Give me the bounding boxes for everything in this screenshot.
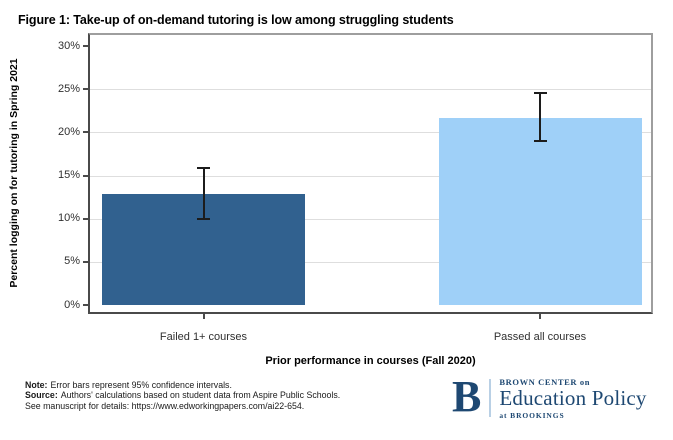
error-bar-line-1 <box>539 92 541 141</box>
logo-main-line: Education Policy <box>499 386 647 410</box>
logo-bottom-line: at BROOKINGS <box>499 411 565 420</box>
y-axis-title: Percent logging on for tutoring in Sprin… <box>8 58 20 288</box>
gridline-20pct <box>90 132 651 134</box>
error-bar-cap-low-0 <box>197 217 210 220</box>
brookings-logo: B BROWN CENTER on Education Policy at BR… <box>452 372 647 421</box>
logo-divider <box>489 379 492 417</box>
figure-title: Figure 1: Take-up of on-demand tutoring … <box>18 13 454 27</box>
error-bar-line-0 <box>202 167 205 219</box>
x-tick-label-1: Passed all courses <box>493 331 587 343</box>
x-axis-title: Prior performance in courses (Fall 2020) <box>265 355 476 367</box>
x-tick-label-0: Failed 1+ courses <box>159 331 248 343</box>
gridline-15pct <box>90 175 651 177</box>
y-tick-label-5: 5% <box>64 255 80 268</box>
y-tick-label-30: 30% <box>57 39 80 52</box>
plot-area <box>88 33 653 314</box>
gridline-10pct <box>90 218 651 220</box>
y-tick-label-20: 20% <box>57 125 80 138</box>
y-tick-label-10: 10% <box>57 212 80 225</box>
y-tick-25 <box>83 88 88 91</box>
bar-1 <box>438 117 642 305</box>
y-tick-5 <box>83 260 88 263</box>
error-bar-cap-low-1 <box>533 139 547 142</box>
source-label: Source: <box>25 390 58 401</box>
logo-top-line: BROWN CENTER on <box>499 377 591 387</box>
gridline-25pct <box>90 89 651 91</box>
error-bar-cap-high-0 <box>197 166 210 169</box>
error-bar-cap-high-1 <box>533 91 547 94</box>
y-tick-30 <box>83 45 88 47</box>
y-tick-label-0: 0% <box>64 298 80 311</box>
note-text: Error bars represent 95% confidence inte… <box>50 380 232 390</box>
x-tick-1 <box>539 314 541 319</box>
y-tick-label-25: 25% <box>57 82 80 95</box>
y-tick-10 <box>83 217 88 220</box>
y-tick-15 <box>83 174 88 177</box>
y-tick-0 <box>83 304 88 306</box>
note-label: Note: <box>25 380 48 390</box>
note-line: Note: Error bars represent 95% confidence… <box>25 380 340 390</box>
brookings-b-monogram: B <box>452 372 482 421</box>
source-text: Authors' calculations based on student d… <box>60 390 341 401</box>
y-tick-label-15: 15% <box>57 169 80 181</box>
details-line: See manuscript for details: https://www.… <box>25 401 340 411</box>
details-text: See manuscript for details: https://www.… <box>25 400 305 411</box>
y-tick-20 <box>83 131 88 134</box>
figure-notes: Note: Error bars represent 95% confidence… <box>25 380 340 411</box>
source-line: Source: Authors' calculations based on st… <box>25 390 340 400</box>
gridline-5pct <box>90 261 651 263</box>
logo-wordmark: BROWN CENTER on Education Policy at BROO… <box>499 376 646 420</box>
x-tick-0 <box>202 314 205 319</box>
